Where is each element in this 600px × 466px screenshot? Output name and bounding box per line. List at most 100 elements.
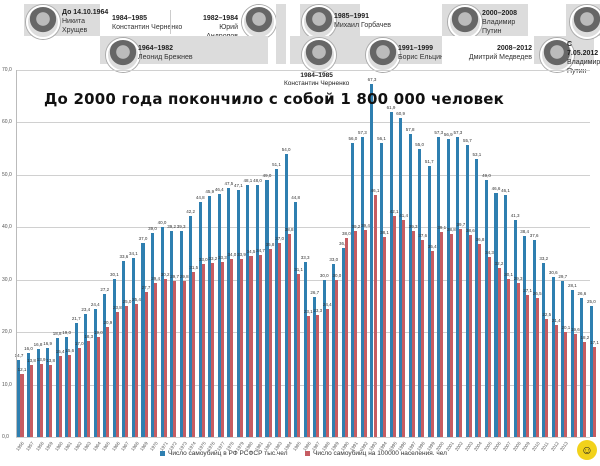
- bar-suicides-thousands: [570, 289, 574, 437]
- data-label: 39,2: [351, 224, 361, 230]
- data-label: 16,0: [24, 346, 33, 352]
- bar-suicides-per-100k: [507, 279, 511, 437]
- data-label: 57,3: [358, 129, 367, 135]
- bar-suicides-thousands: [504, 195, 508, 437]
- bar-suicides-thousands: [408, 133, 412, 437]
- data-label: 39,2: [167, 224, 176, 230]
- data-label: 39,7: [456, 221, 466, 227]
- data-label: 39,0: [148, 225, 157, 231]
- bar-suicides-per-100k: [230, 258, 234, 437]
- bar-suicides-thousands: [351, 143, 355, 437]
- bar-suicides-thousands: [437, 136, 441, 437]
- chart-headline: До 2000 года покончило с собой 1 800 000…: [44, 90, 505, 108]
- data-label: 49,0: [262, 173, 272, 179]
- x-tick-label: 2002: [454, 440, 465, 452]
- data-label: 33,0: [198, 256, 208, 262]
- bar-suicides-per-100k: [239, 259, 243, 437]
- data-label: 34,0: [227, 251, 237, 257]
- data-label: 46,1: [370, 188, 380, 194]
- data-label: 37,6: [529, 232, 539, 238]
- gridline: [16, 279, 590, 281]
- y-tick-label: 40,0: [2, 224, 12, 231]
- bar-suicides-thousands: [74, 323, 78, 437]
- bar-suicides-thousands: [17, 359, 21, 437]
- bar-suicides-thousands: [122, 260, 126, 437]
- x-tick-label: 1960: [53, 440, 64, 452]
- bar-suicides-per-100k: [516, 283, 520, 437]
- x-tick-label: 1970: [149, 440, 159, 452]
- bar-suicides-thousands: [303, 262, 307, 437]
- data-label: 19,6: [570, 327, 580, 333]
- portrait-chernenko: [302, 38, 336, 72]
- data-label: 13,8: [27, 357, 36, 363]
- x-tick-label: 2013: [559, 440, 570, 452]
- data-label: 55,7: [462, 137, 472, 143]
- bar-suicides-per-100k: [134, 303, 139, 437]
- bar-suicides-per-100k: [259, 255, 263, 437]
- bar-suicides-thousands: [551, 276, 555, 437]
- data-label: 38,8: [284, 226, 294, 232]
- bar-suicides-per-100k: [96, 337, 100, 437]
- data-label: 49,0: [482, 173, 491, 179]
- data-label: 18,8: [52, 331, 62, 337]
- bar-suicides-per-100k: [554, 324, 558, 437]
- data-label: 44,8: [195, 195, 205, 201]
- bar-suicides-per-100k: [211, 262, 215, 437]
- data-label: 21,7: [71, 316, 81, 322]
- bar-suicides-thousands: [46, 348, 50, 437]
- bar-suicides-per-100k: [220, 262, 224, 437]
- data-label: 42,2: [186, 208, 196, 214]
- bar-suicides-per-100k: [297, 273, 301, 437]
- bar-suicides-per-100k: [154, 282, 158, 437]
- data-label: 27,7: [141, 284, 151, 290]
- portrait-yeltsin: [366, 38, 400, 72]
- bar-suicides-thousands: [399, 117, 403, 437]
- data-label: 60,9: [396, 110, 405, 116]
- bar-suicides-per-100k: [526, 294, 530, 437]
- bar-suicides-per-100k: [30, 364, 34, 437]
- data-label: 35,4: [427, 244, 437, 250]
- data-label: 36,0: [338, 241, 348, 247]
- leader-medvedev: 2008–2012 Дмитрий Медведев: [468, 45, 532, 61]
- bar-suicides-per-100k: [468, 234, 472, 437]
- x-tick-label: 1969: [139, 440, 150, 452]
- bar-suicides-thousands: [189, 215, 193, 437]
- data-label: 25,0: [122, 298, 132, 304]
- data-label: 16,8: [33, 341, 43, 347]
- bar-suicides-per-100k: [564, 331, 568, 437]
- bar-suicides-thousands: [542, 262, 546, 437]
- y-axis: [16, 70, 17, 437]
- x-tick-label: 1967: [120, 440, 131, 452]
- data-label: 56,1: [377, 135, 386, 141]
- data-label: 45,9: [205, 189, 215, 195]
- data-label: 15,6: [65, 348, 75, 354]
- bar-suicides-thousands: [275, 169, 279, 437]
- data-label: 30,0: [332, 272, 342, 278]
- data-label: 16,9: [43, 341, 52, 347]
- bar-suicides-per-100k: [106, 327, 110, 437]
- bar-suicides-per-100k: [411, 230, 415, 437]
- portrait-brezhnev: [106, 38, 140, 72]
- bar-suicides-thousands: [170, 231, 174, 437]
- leader-yeltsin: 1991–1999 Борис Ельцин: [398, 45, 444, 61]
- data-label: 25,4: [132, 296, 141, 302]
- legend-series2: Число самоубийц на 100000 населения. чел: [305, 450, 447, 457]
- bar-suicides-thousands: [141, 243, 145, 437]
- bar-suicides-per-100k: [163, 278, 167, 437]
- bar-suicides-thousands: [332, 263, 336, 437]
- x-tick-label: 1956: [15, 440, 26, 452]
- bar-suicides-thousands: [227, 187, 231, 437]
- data-label: 33,2: [208, 255, 218, 261]
- data-label: 32,2: [494, 261, 504, 267]
- data-label: 31,1: [294, 266, 304, 272]
- bar-suicides-thousands: [131, 258, 135, 437]
- x-tick-label: 2004: [473, 440, 484, 452]
- data-label: 42,1: [389, 209, 399, 215]
- y-tick-label: 30,0: [2, 276, 12, 283]
- data-label: 39,3: [408, 223, 418, 229]
- data-label: 38,1: [380, 230, 389, 236]
- bar-suicides-thousands: [217, 193, 221, 437]
- portrait-medvedev: [540, 38, 574, 72]
- data-label: 21,4: [551, 317, 561, 323]
